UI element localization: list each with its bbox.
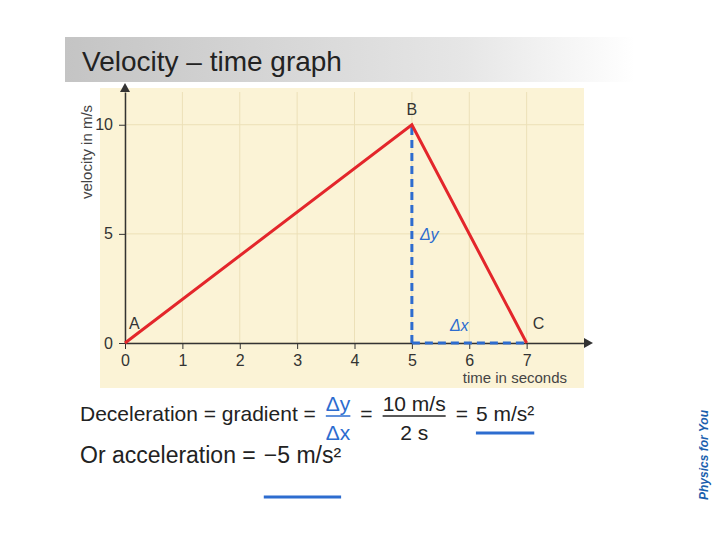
velocity-line bbox=[125, 125, 527, 343]
grid bbox=[125, 92, 584, 343]
chart-svg: Velocity – time graph 0 1 2 3 4 5 6 7 0 5 10velocit… bbox=[0, 0, 720, 540]
equation-result: 5 m/s² bbox=[476, 402, 534, 425]
y-tick-label: 5 bbox=[104, 225, 113, 242]
working-line-2: Or acceleration = −5 m/s² bbox=[80, 442, 341, 497]
x-grid-line bbox=[469, 92, 470, 343]
annotation-label: Δx bbox=[449, 317, 470, 334]
x-tick: 0 bbox=[121, 343, 130, 369]
x-tick-mark bbox=[355, 343, 356, 349]
y-axis-line bbox=[125, 93, 127, 344]
x-tick-label: 4 bbox=[351, 352, 360, 369]
y-grid-line bbox=[125, 124, 584, 125]
result-underline bbox=[264, 496, 341, 499]
fraction-bar bbox=[326, 415, 351, 417]
y-axis-arrow bbox=[120, 83, 130, 92]
x-tick-label: 5 bbox=[408, 352, 417, 369]
x-tick: 5 bbox=[408, 343, 417, 369]
title: Velocity – time graph bbox=[82, 46, 342, 77]
y-tick-mark bbox=[119, 125, 125, 126]
working-line-1: Deceleration = gradient = Δy Δx = 10 m/s 2 s =… bbox=[80, 392, 534, 444]
result-underline bbox=[476, 432, 534, 435]
x-tick-mark bbox=[527, 343, 528, 349]
y-tick: 10 bbox=[95, 116, 125, 133]
x-tick: 1 bbox=[178, 343, 187, 369]
annotation-line bbox=[412, 342, 527, 345]
fraction-numerator: 10 m/s bbox=[383, 392, 446, 415]
annotation-line bbox=[410, 125, 413, 343]
x-tick-label: 7 bbox=[523, 352, 532, 369]
logo: Physics for You bbox=[697, 409, 711, 500]
x-tick: 2 bbox=[236, 343, 245, 369]
y-tick-label: 0 bbox=[104, 335, 113, 352]
equation-text: Deceleration = gradient = bbox=[80, 402, 316, 425]
x-tick: 7 bbox=[523, 343, 532, 369]
plot-area bbox=[125, 125, 527, 343]
x-axis-arrow bbox=[584, 338, 593, 348]
x-tick-label: 2 bbox=[236, 352, 245, 369]
equation-text: = bbox=[360, 402, 372, 425]
x-grid-line bbox=[125, 92, 126, 343]
x-tick-label: 1 bbox=[178, 352, 187, 369]
x-tick-label: 0 bbox=[121, 352, 130, 369]
equation-result: −5 m/s² bbox=[264, 442, 342, 468]
point-label: A bbox=[129, 315, 140, 332]
y-tick: 0 bbox=[104, 335, 125, 352]
fraction-bar bbox=[383, 415, 446, 417]
equation-text: = bbox=[456, 402, 468, 425]
page: Velocity – time graph 0 1 2 3 4 5 6 7 0 5 10velocit… bbox=[0, 0, 720, 540]
x-tick-mark bbox=[240, 343, 241, 349]
y-tick-mark bbox=[119, 343, 125, 344]
x-grid-line bbox=[354, 92, 355, 343]
y-axis-title: velocity in m/s bbox=[78, 105, 95, 199]
point-label: C bbox=[533, 315, 545, 332]
x-tick-label: 6 bbox=[465, 352, 474, 369]
x-tick: 4 bbox=[351, 343, 360, 369]
y-tick: 5 bbox=[104, 225, 125, 242]
x-grid-line bbox=[411, 92, 412, 343]
x-tick: 3 bbox=[293, 343, 302, 369]
x-axis-title: time in seconds bbox=[463, 369, 567, 386]
annotation-label: Δy bbox=[419, 226, 440, 243]
x-grid-line bbox=[182, 92, 183, 343]
fraction-denominator: 2 s bbox=[400, 421, 428, 444]
y-tick-label: 10 bbox=[95, 116, 113, 133]
x-grid-line bbox=[239, 92, 240, 343]
fraction-denominator: Δx bbox=[326, 421, 351, 444]
y-axis: 0 5 10 bbox=[95, 93, 125, 352]
x-grid-line bbox=[297, 92, 298, 343]
point-label: B bbox=[407, 101, 418, 118]
equation-text: Or acceleration = bbox=[80, 442, 256, 468]
x-grid-line bbox=[526, 92, 527, 343]
y-grid-line bbox=[125, 233, 584, 234]
y-tick-mark bbox=[119, 234, 125, 235]
x-tick-mark bbox=[182, 343, 183, 349]
x-tick: 6 bbox=[465, 343, 474, 369]
plot-background bbox=[100, 88, 584, 388]
fraction-numerator: Δy bbox=[326, 392, 351, 415]
x-axis: 0 1 2 3 4 5 6 7 bbox=[121, 343, 584, 369]
x-tick-mark bbox=[297, 343, 298, 349]
x-tick-label: 3 bbox=[293, 352, 302, 369]
title-bar bbox=[65, 37, 635, 82]
